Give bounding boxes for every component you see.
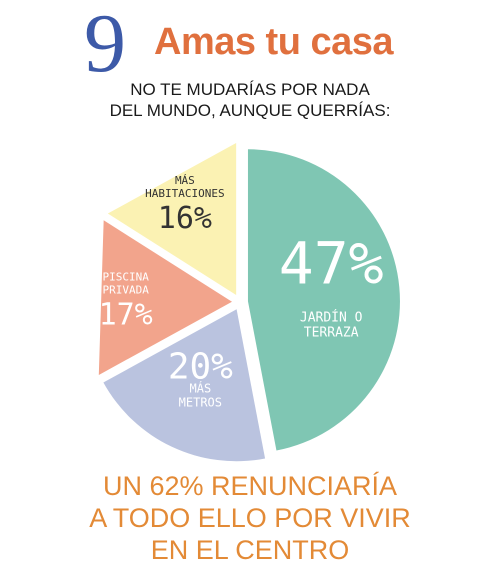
pie-value-label-2: 20% (168, 346, 233, 387)
footer-statement: UN 62% RENUNCIARÍA A TODO ELLO POR VIVIR… (0, 470, 500, 566)
subtitle-line-1: NO TE MUDARÍAS POR NADA (130, 80, 370, 99)
footer-line-3: EN EL CENTRO (150, 535, 350, 565)
pie-category-label-4: MÁS HABITACIONES (145, 174, 224, 200)
pie-category-label-2: MÁS METROS (179, 380, 222, 409)
pie-category-label-3: PISCINA PRIVADA (102, 270, 149, 296)
section-number: 9 (84, 0, 126, 90)
pie-value-label-3: 17% (99, 297, 153, 332)
pie-slice-2 (103, 309, 266, 462)
pie-category-label-1: JARDÍN O TERRAZA (300, 309, 363, 340)
pie-value-label-1: 47% (279, 229, 384, 297)
pie-slice-4 (107, 142, 237, 295)
pie-value-label-4: 16% (158, 201, 212, 236)
pie-slice-3 (98, 220, 233, 375)
page-title: Amas tu casa (154, 21, 394, 63)
footer-line-1: UN 62% RENUNCIARÍA (102, 471, 398, 501)
pie-slices (98, 142, 400, 462)
page-subtitle: NO TE MUDARÍAS POR NADA DEL MUNDO, AUNQU… (0, 79, 500, 121)
pie-slice-1 (247, 149, 400, 451)
subtitle-line-2: DEL MUNDO, AUNQUE QUERRÍAS: (109, 101, 391, 120)
footer-line-2: A TODO ELLO POR VIVIR (89, 503, 411, 533)
